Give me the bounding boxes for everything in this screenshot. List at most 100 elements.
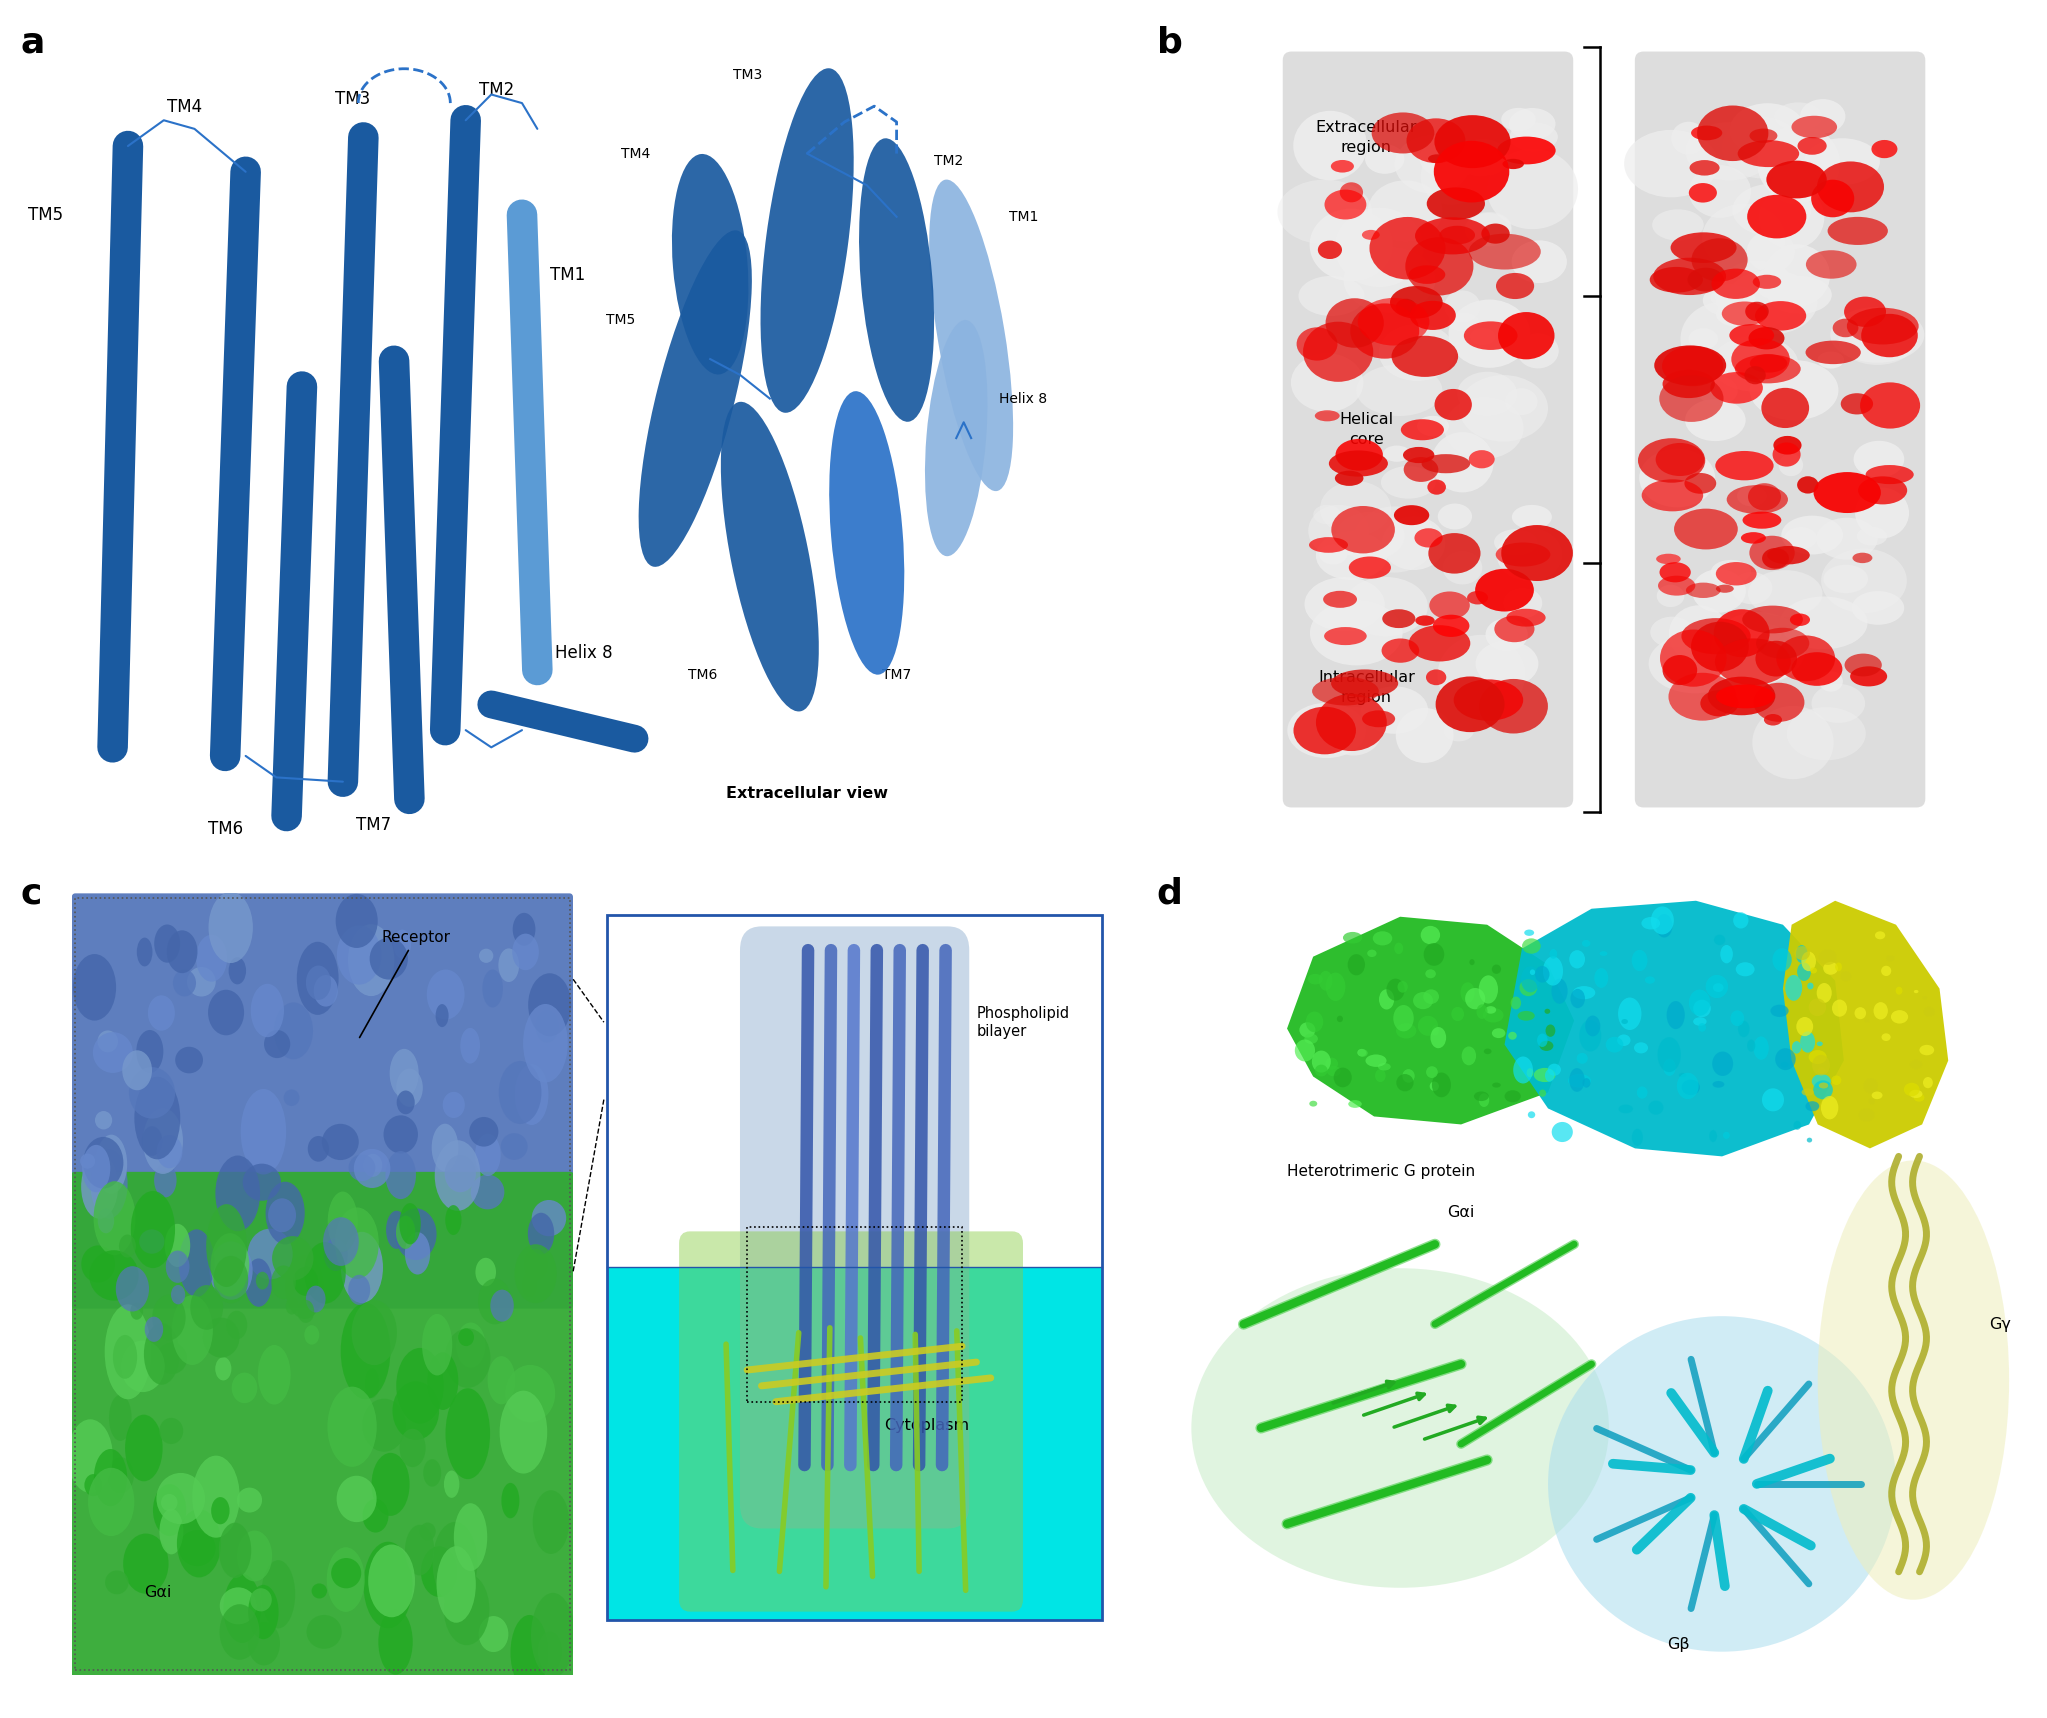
Ellipse shape xyxy=(1394,1005,1414,1031)
Ellipse shape xyxy=(1822,1096,1838,1120)
Ellipse shape xyxy=(1705,974,1728,998)
Ellipse shape xyxy=(1638,1086,1648,1100)
Ellipse shape xyxy=(1797,1017,1814,1036)
Ellipse shape xyxy=(1891,1010,1908,1024)
Ellipse shape xyxy=(244,1163,280,1201)
Ellipse shape xyxy=(1779,454,1803,476)
Ellipse shape xyxy=(156,1342,186,1374)
Ellipse shape xyxy=(1873,1002,1887,1019)
Ellipse shape xyxy=(383,1115,418,1153)
Ellipse shape xyxy=(1832,318,1859,337)
Ellipse shape xyxy=(1689,184,1717,203)
Text: TM5: TM5 xyxy=(606,313,635,326)
Ellipse shape xyxy=(1435,677,1505,732)
Ellipse shape xyxy=(1681,302,1762,376)
Ellipse shape xyxy=(209,892,254,964)
Ellipse shape xyxy=(1762,548,1789,569)
Ellipse shape xyxy=(1380,323,1455,381)
Ellipse shape xyxy=(1494,529,1537,555)
Bar xyxy=(608,914,1101,1268)
Ellipse shape xyxy=(293,1266,317,1295)
Ellipse shape xyxy=(1648,634,1740,694)
Ellipse shape xyxy=(483,969,504,1007)
Ellipse shape xyxy=(145,1316,164,1342)
Ellipse shape xyxy=(321,1124,358,1160)
Ellipse shape xyxy=(1722,301,1769,326)
Ellipse shape xyxy=(1380,990,1394,1010)
Ellipse shape xyxy=(1818,1160,2008,1599)
Ellipse shape xyxy=(1308,974,1322,984)
Ellipse shape xyxy=(1343,577,1429,636)
Ellipse shape xyxy=(1654,345,1726,385)
Text: Phospholipid
bilayer: Phospholipid bilayer xyxy=(976,1005,1069,1039)
Ellipse shape xyxy=(1382,610,1414,629)
Ellipse shape xyxy=(1382,466,1435,498)
Ellipse shape xyxy=(1568,1074,1591,1087)
Ellipse shape xyxy=(108,1395,131,1441)
Ellipse shape xyxy=(1670,122,1705,155)
Ellipse shape xyxy=(502,1483,520,1519)
Text: Receptor: Receptor xyxy=(360,929,450,1038)
Ellipse shape xyxy=(1335,208,1423,287)
Ellipse shape xyxy=(1713,935,1726,945)
Ellipse shape xyxy=(1519,979,1537,996)
Ellipse shape xyxy=(1457,371,1517,416)
Ellipse shape xyxy=(1304,1034,1318,1045)
Ellipse shape xyxy=(1734,912,1748,928)
Text: TM7: TM7 xyxy=(882,668,911,682)
Ellipse shape xyxy=(1765,715,1783,725)
Ellipse shape xyxy=(336,1476,377,1522)
Ellipse shape xyxy=(1711,337,1797,392)
Ellipse shape xyxy=(1498,313,1554,359)
Ellipse shape xyxy=(446,1204,461,1235)
Ellipse shape xyxy=(1752,706,1834,780)
Ellipse shape xyxy=(1656,443,1705,476)
Ellipse shape xyxy=(1676,1072,1699,1100)
Ellipse shape xyxy=(211,1234,250,1297)
Ellipse shape xyxy=(160,1508,184,1555)
Ellipse shape xyxy=(1752,275,1781,289)
Ellipse shape xyxy=(1398,981,1408,993)
Ellipse shape xyxy=(305,1325,319,1345)
Ellipse shape xyxy=(231,1373,258,1404)
Ellipse shape xyxy=(139,1230,164,1254)
Ellipse shape xyxy=(1431,433,1494,493)
Ellipse shape xyxy=(1552,979,1568,1003)
Ellipse shape xyxy=(1853,591,1904,625)
Ellipse shape xyxy=(340,1302,391,1398)
Ellipse shape xyxy=(1922,1077,1932,1087)
Ellipse shape xyxy=(442,1093,465,1118)
Text: TM4: TM4 xyxy=(620,146,651,160)
Ellipse shape xyxy=(1296,328,1337,361)
Ellipse shape xyxy=(1402,1069,1414,1082)
Ellipse shape xyxy=(1715,584,1734,593)
Ellipse shape xyxy=(1390,285,1443,318)
Ellipse shape xyxy=(1576,1053,1588,1063)
Ellipse shape xyxy=(1359,1050,1367,1057)
Ellipse shape xyxy=(123,1050,151,1091)
Text: TM1: TM1 xyxy=(1009,210,1038,223)
Ellipse shape xyxy=(1785,974,1801,1002)
Ellipse shape xyxy=(1595,967,1609,988)
Ellipse shape xyxy=(250,984,285,1038)
Ellipse shape xyxy=(1396,299,1417,316)
Ellipse shape xyxy=(1580,1020,1601,1051)
Ellipse shape xyxy=(379,1610,413,1675)
Ellipse shape xyxy=(1474,1091,1488,1101)
Ellipse shape xyxy=(1318,545,1347,565)
Ellipse shape xyxy=(479,1617,508,1653)
Ellipse shape xyxy=(1605,1036,1623,1053)
Ellipse shape xyxy=(1480,679,1548,734)
Ellipse shape xyxy=(1722,117,1801,179)
Ellipse shape xyxy=(514,1244,557,1304)
Ellipse shape xyxy=(1689,328,1717,349)
Ellipse shape xyxy=(1693,1017,1707,1026)
Ellipse shape xyxy=(1646,976,1654,984)
Ellipse shape xyxy=(1638,438,1705,483)
Ellipse shape xyxy=(1754,1036,1769,1060)
Ellipse shape xyxy=(1521,966,1539,993)
Ellipse shape xyxy=(242,1089,287,1175)
Ellipse shape xyxy=(444,1154,475,1192)
Ellipse shape xyxy=(219,1587,256,1624)
Ellipse shape xyxy=(1496,527,1562,581)
